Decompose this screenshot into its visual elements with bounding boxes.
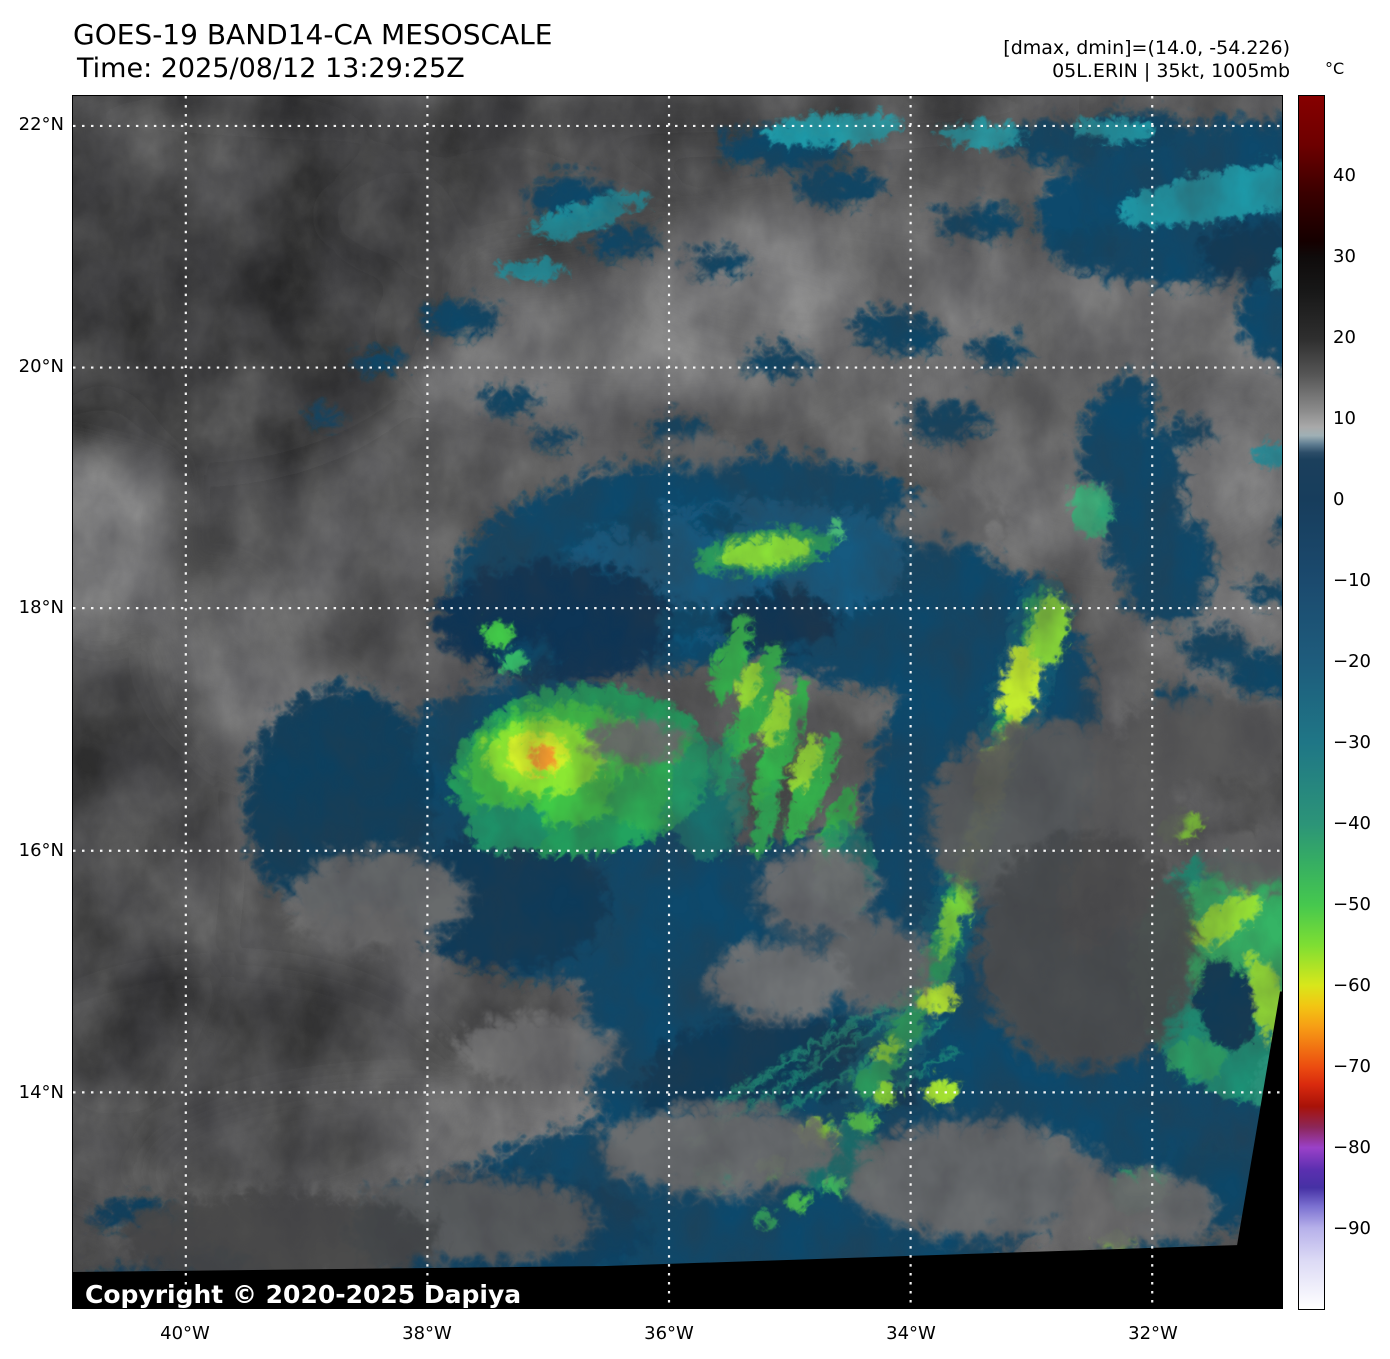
colorbar-tick: −40 [1333, 813, 1371, 834]
colorbar-tick: 20 [1333, 327, 1356, 348]
copyright-watermark: Copyright © 2020-2025 Dapiya [85, 1280, 522, 1309]
colorbar-tick: 40 [1333, 165, 1356, 186]
gridlines [73, 96, 1282, 1308]
lon-label-38w: 38°W [402, 1323, 452, 1344]
colorbar-unit-label: °C [1325, 59, 1345, 78]
colorbar-tick: −20 [1333, 651, 1371, 672]
lon-label-32w: 32°W [1128, 1323, 1178, 1344]
satellite-image [73, 96, 1282, 1308]
no-data-region [73, 991, 1282, 1308]
colorbar-tick: 10 [1333, 408, 1356, 429]
lon-label-34w: 34°W [886, 1323, 936, 1344]
storm-annotation: 05L.ERIN | 35kt, 1005mb [1052, 60, 1290, 82]
lat-label-16n: 16°N [18, 840, 64, 861]
lon-label-40w: 40°W [160, 1323, 210, 1344]
page-title: GOES-19 BAND14-CA MESOSCALE [73, 18, 553, 51]
temperature-colorbar [1298, 95, 1325, 1310]
colorbar-tick: −70 [1333, 1056, 1371, 1077]
colorbar-tick: 0 [1333, 489, 1345, 510]
lat-label-14n: 14°N [18, 1082, 64, 1103]
colorbar-tick: −30 [1333, 732, 1371, 753]
dmax-dmin-annotation: [dmax, dmin]=(14.0, -54.226) [1003, 37, 1290, 59]
lon-label-36w: 36°W [644, 1323, 694, 1344]
timestamp: Time: 2025/08/12 13:29:25Z [77, 53, 465, 84]
colorbar-tick: −10 [1333, 570, 1371, 591]
lat-label-20n: 20°N [18, 356, 64, 377]
lat-label-22n: 22°N [18, 114, 64, 135]
lat-label-18n: 18°N [18, 597, 64, 618]
colorbar-tick: 30 [1333, 246, 1356, 267]
colorbar-tick: −80 [1333, 1137, 1371, 1158]
colorbar-tick: −50 [1333, 894, 1371, 915]
colorbar-tick: −60 [1333, 975, 1371, 996]
satellite-layers [73, 96, 1282, 1308]
satellite-map: Copyright © 2020-2025 Dapiya [72, 95, 1283, 1309]
colorbar-tick: −90 [1333, 1218, 1371, 1239]
